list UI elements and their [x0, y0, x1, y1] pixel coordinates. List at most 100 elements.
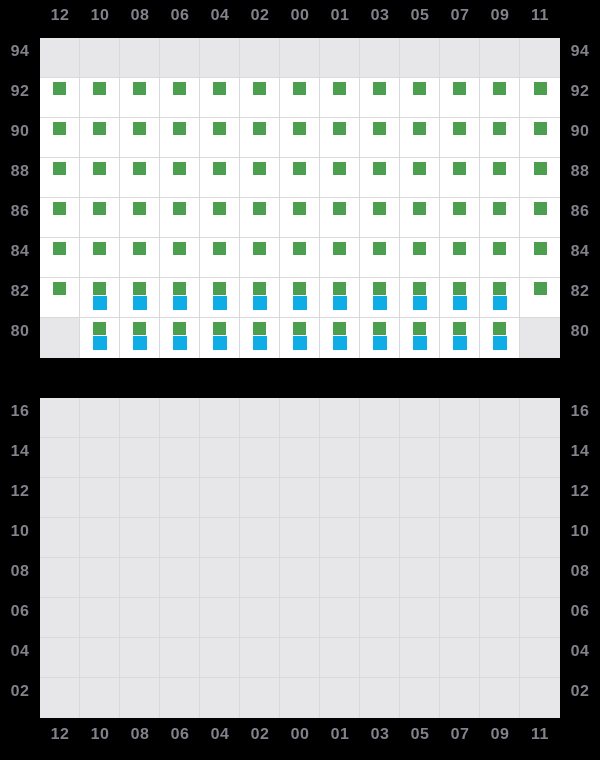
grid-cell	[160, 598, 200, 638]
grid-cell	[160, 678, 200, 718]
grid-cell	[360, 558, 400, 598]
grid-cell	[440, 518, 480, 558]
grid-cell	[360, 598, 400, 638]
grid-cell	[440, 158, 480, 198]
blue-square-mark	[292, 296, 307, 310]
grid-cell	[240, 638, 280, 678]
row-label: 10	[570, 523, 590, 540]
grid-cell	[120, 38, 160, 78]
grid-cell	[360, 118, 400, 158]
grid-cell	[120, 238, 160, 278]
grid-cell	[520, 558, 560, 598]
green-square-mark	[173, 122, 186, 135]
column-label: 00	[290, 726, 310, 743]
green-square-mark	[253, 242, 266, 255]
green-square-mark	[413, 82, 426, 95]
blue-square-mark	[372, 336, 387, 350]
grid-cell	[360, 518, 400, 558]
grid-cell	[40, 198, 80, 238]
green-square-mark	[493, 162, 506, 175]
green-square-mark	[133, 242, 146, 255]
green-square-mark	[213, 242, 226, 255]
grid-cell	[240, 318, 280, 358]
blue-square-mark	[132, 296, 147, 310]
row-label: 16	[10, 403, 30, 420]
grid-cell	[480, 158, 520, 198]
grid-cell	[440, 238, 480, 278]
grid-cell	[440, 38, 480, 78]
grid-cell	[120, 118, 160, 158]
grid-cell	[520, 638, 560, 678]
grid-cell	[40, 38, 80, 78]
grid-cell	[400, 78, 440, 118]
grid-cell	[200, 318, 240, 358]
grid-cell	[240, 558, 280, 598]
green-square-mark	[173, 282, 186, 295]
green-square-mark	[213, 122, 226, 135]
grid-cell	[80, 158, 120, 198]
column-label: 06	[170, 726, 190, 743]
grid-cell	[480, 518, 520, 558]
grid-cell	[40, 438, 80, 478]
grid-cell	[400, 318, 440, 358]
green-square-mark	[413, 162, 426, 175]
grid-cell	[120, 158, 160, 198]
green-square-mark	[213, 322, 226, 335]
grid-cell	[480, 78, 520, 118]
column-label: 12	[50, 7, 70, 24]
grid-cell	[520, 78, 560, 118]
grid-cell	[520, 158, 560, 198]
grid-cell	[400, 198, 440, 238]
blue-square-mark	[252, 336, 267, 350]
column-label: 03	[370, 7, 390, 24]
row-label: 08	[10, 563, 30, 580]
grid-cell	[280, 318, 320, 358]
grid-cell	[80, 78, 120, 118]
grid-cell	[520, 678, 560, 718]
grid-cell	[400, 278, 440, 318]
column-label: 01	[330, 726, 350, 743]
row-label: 90	[570, 123, 590, 140]
row-label: 90	[10, 123, 30, 140]
green-square-mark	[293, 202, 306, 215]
grid-cell	[520, 478, 560, 518]
grid-cell	[400, 118, 440, 158]
grid-cell	[480, 638, 520, 678]
green-square-mark	[373, 82, 386, 95]
green-square-mark	[493, 282, 506, 295]
green-square-mark	[493, 122, 506, 135]
grid-cell	[440, 398, 480, 438]
green-square-mark	[413, 202, 426, 215]
grid-cell	[320, 38, 360, 78]
grid-cell	[480, 438, 520, 478]
blue-square-mark	[172, 296, 187, 310]
green-square-mark	[213, 82, 226, 95]
green-square-mark	[53, 122, 66, 135]
grid-cell	[320, 678, 360, 718]
row-label: 94	[570, 43, 590, 60]
green-square-mark	[453, 282, 466, 295]
grid-cell	[320, 78, 360, 118]
green-square-mark	[93, 122, 106, 135]
grid-cell	[360, 678, 400, 718]
grid-cell	[480, 38, 520, 78]
grid-cell	[480, 318, 520, 358]
grid-cell	[320, 398, 360, 438]
grid-cell	[520, 198, 560, 238]
column-labels-bottom: 12 10 08 06 04 02 00 01 03 05 07 09 11	[40, 718, 560, 760]
grid-cell	[280, 598, 320, 638]
grid-cell	[440, 78, 480, 118]
green-square-mark	[253, 82, 266, 95]
grid-cell	[280, 78, 320, 118]
green-square-mark	[293, 162, 306, 175]
column-label: 01	[330, 7, 350, 24]
grid-cell	[320, 278, 360, 318]
blue-square-mark	[292, 336, 307, 350]
grid-panel-bottom	[40, 398, 560, 718]
grid-cell	[440, 278, 480, 318]
grid-cell	[320, 118, 360, 158]
green-square-mark	[333, 282, 346, 295]
grid-cell	[280, 118, 320, 158]
green-square-mark	[493, 82, 506, 95]
grid-cell	[320, 478, 360, 518]
